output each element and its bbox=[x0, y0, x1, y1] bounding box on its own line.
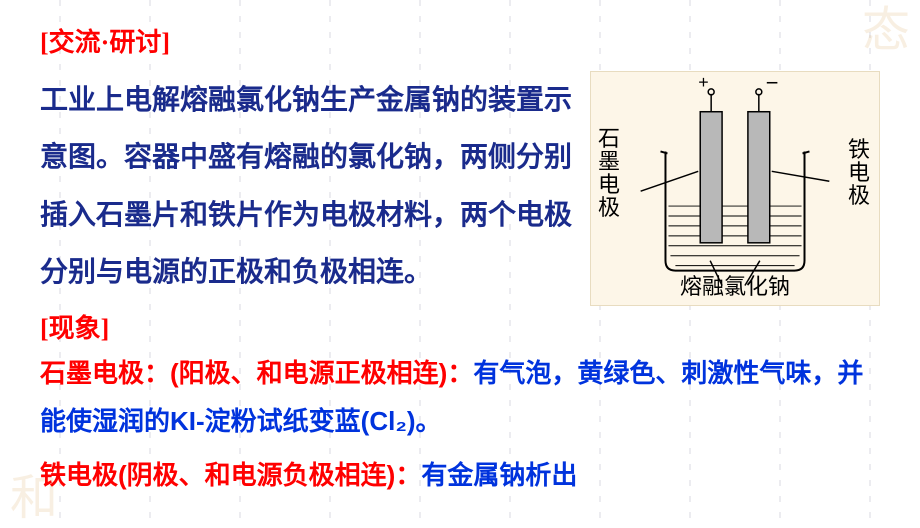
iron-label: 铁电极(阴极、和电源负极相连)： bbox=[40, 460, 421, 490]
slide-content: [交流·研讨] 工业上电解熔融氯化钠生产金属钠的装置示意图。容器中盛有熔融的氯化… bbox=[0, 0, 920, 518]
header-text: [交流·研讨] bbox=[40, 28, 170, 57]
electrolysis-diagram: + − 石墨电极 铁电极 熔融氯化钠 bbox=[590, 71, 880, 306]
minus-sign: − bbox=[766, 72, 779, 95]
graphite-label: 石墨电极：(阳极、和电源正极相连)： bbox=[40, 358, 473, 388]
header-title: [交流·研讨] bbox=[40, 22, 880, 59]
left-electrode-label: 石墨电极 bbox=[597, 127, 621, 219]
right-electrode-label: 铁电极 bbox=[847, 138, 871, 207]
intro-paragraph: 工业上电解熔融氯化钠生产金属钠的装置示意图。容器中盛有熔融的氯化钠，两侧分别插入… bbox=[40, 71, 572, 306]
bottom-label: 熔融氯化钠 bbox=[591, 269, 879, 301]
iron-text: 有金属钠析出 bbox=[421, 460, 577, 490]
intro-text: 工业上电解熔融氯化钠生产金属钠的装置示意图。容器中盛有熔融的氯化钠，两侧分别插入… bbox=[40, 84, 572, 287]
iron-observation: 铁电极(阴极、和电源负极相连)：有金属钠析出 bbox=[40, 451, 880, 499]
phenomenon-title: [现象] bbox=[40, 308, 880, 345]
graphite-observation: 石墨电极：(阳极、和电源正极相连)：有气泡，黄绿色、刺激性气味，并能使湿润的KI… bbox=[40, 349, 880, 445]
plus-sign: + bbox=[698, 72, 708, 92]
